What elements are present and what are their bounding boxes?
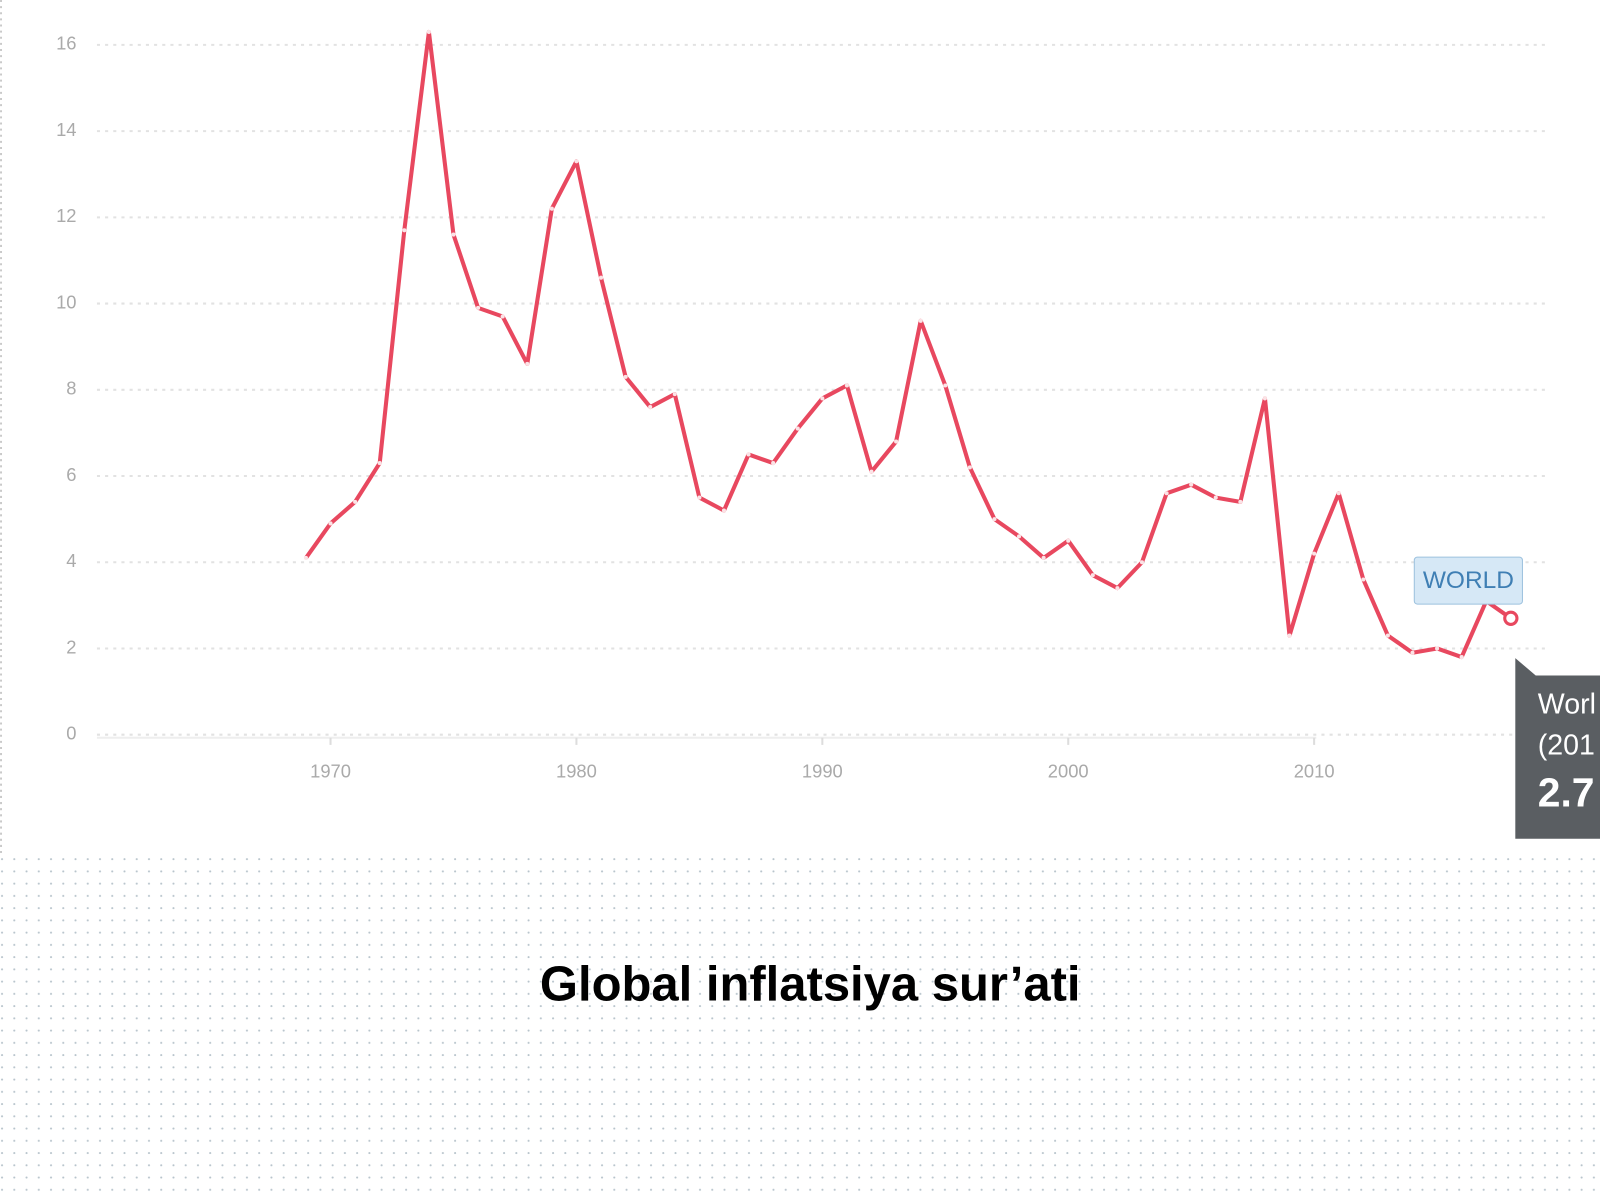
data-point	[525, 361, 530, 366]
plot: 0 2 4 6 8 10 12 14 16 1970 1980 1990 2000 2010	[56, 29, 1549, 781]
data-point	[697, 495, 702, 500]
x-tick-label: 1980	[556, 760, 597, 781]
data-point	[1066, 538, 1071, 543]
data-point	[1336, 491, 1341, 496]
data-point	[1041, 555, 1046, 560]
tooltip-year: (201	[1538, 729, 1595, 761]
data-point	[451, 232, 456, 237]
data-point	[1139, 560, 1145, 565]
legend-box	[1413, 556, 1523, 605]
data-point	[1238, 499, 1243, 504]
data-point	[1459, 655, 1464, 660]
data-point	[1090, 573, 1095, 578]
data-point	[1361, 577, 1366, 582]
data-point	[402, 228, 407, 233]
data-point	[894, 439, 899, 444]
data-line	[304, 29, 1513, 660]
data-point	[1503, 610, 1519, 626]
data-point	[844, 383, 849, 388]
data-point	[426, 29, 431, 35]
y-tick-label: 0	[66, 723, 76, 744]
data-point	[795, 426, 800, 431]
x-tick-label: 2010	[1294, 760, 1335, 781]
dotted-background	[0, 857, 1600, 1200]
y-tick-label: 2	[66, 636, 76, 657]
data-point	[943, 383, 948, 388]
data-point	[869, 469, 874, 474]
x-tick-label: 2000	[1048, 760, 1089, 781]
y-tick-label: 6	[66, 464, 76, 485]
data-point	[771, 461, 776, 466]
data-point	[353, 499, 358, 504]
data-point	[1189, 482, 1194, 487]
data-point	[648, 405, 653, 410]
y-tick-label: 16	[56, 33, 76, 54]
data-point	[303, 555, 308, 560]
data-point	[500, 314, 505, 319]
tooltip-box	[1515, 658, 1600, 839]
tooltip-label: Worl	[1538, 689, 1596, 721]
data-point	[992, 517, 997, 522]
data-point	[746, 452, 751, 457]
data-point	[476, 305, 481, 310]
data-point	[1385, 633, 1390, 638]
data-point	[328, 521, 333, 526]
data-point	[1435, 646, 1440, 651]
data-point	[1017, 534, 1022, 539]
data-point	[1410, 650, 1415, 655]
data-point	[967, 465, 972, 470]
data-point	[820, 396, 825, 401]
data-point	[1164, 491, 1169, 496]
x-tick-label: 1990	[802, 760, 843, 781]
tooltip-value: 2.7	[1538, 770, 1595, 816]
y-tick-label: 14	[56, 119, 76, 140]
data-point	[1213, 495, 1218, 500]
y-tick-label: 8	[66, 378, 76, 399]
y-tick-label: 10	[56, 291, 76, 312]
data-point	[672, 392, 677, 397]
data-point	[574, 159, 579, 164]
data-point	[377, 461, 382, 466]
data-point	[598, 275, 604, 280]
y-tick-label: 4	[66, 550, 76, 571]
data-point	[1287, 633, 1292, 638]
data-point	[721, 508, 727, 513]
y-tick-label: 12	[56, 205, 76, 226]
data-point	[1262, 396, 1267, 401]
data-point	[918, 318, 923, 323]
chart-title: Global inflatsiya sur’ati	[540, 958, 1081, 1012]
data-point	[1312, 551, 1317, 556]
data-point	[1115, 586, 1120, 591]
x-tick-label: 1970	[310, 760, 351, 781]
data-point	[623, 374, 628, 379]
legend-label: WORLD	[1423, 567, 1514, 594]
data-point	[549, 206, 554, 211]
